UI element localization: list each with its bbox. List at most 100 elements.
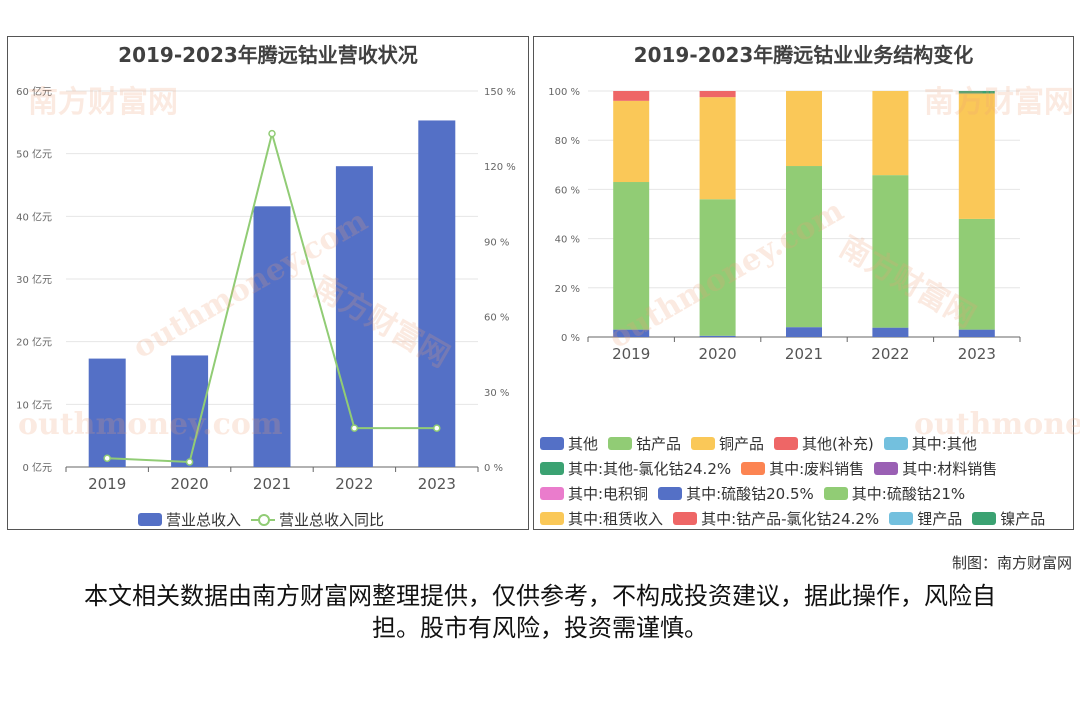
legend-label: 其中:废料销售 xyxy=(769,460,865,478)
structure-chart-panel: 南方财富网 outhmoney.com 南方财富网 outhmoney.com … xyxy=(533,36,1080,530)
stacked-bar-segment xyxy=(872,175,909,328)
legend-item[interactable]: 钴产品 xyxy=(608,433,681,454)
y-right-tick-label: 30 % xyxy=(484,388,509,399)
legend-item[interactable]: 其中:钴产品-氯化钴24.2% xyxy=(673,508,879,529)
legend-label: 其中:其他-氯化钴24.2% xyxy=(568,460,732,478)
point-revenue-yoy xyxy=(433,424,441,432)
legend-label: 其中:硫酸钴21% xyxy=(851,485,966,503)
chart-credit: 制图：南方财富网 xyxy=(951,554,1072,572)
legend-swatch xyxy=(673,512,698,525)
bar-revenue xyxy=(335,166,373,467)
legend-item[interactable]: 其中:其他 xyxy=(883,433,977,454)
y-left-tick-label: 20 亿元 xyxy=(16,336,52,349)
legend-item-revenue-yoy[interactable]: 营业总收入同比 xyxy=(251,509,384,530)
stacked-bar-segment xyxy=(786,166,822,328)
legend-swatch xyxy=(883,437,908,450)
structure-legend-row-2: 其中:其他-氯化钴24.2% 其中:废料销售 其中:材料销售 xyxy=(540,458,1007,479)
y-tick-label: 0 % xyxy=(561,333,580,344)
y-tick-label: 20 % xyxy=(555,284,580,295)
legend-item[interactable]: 其中:硫酸钴21% xyxy=(823,483,966,504)
legend-label: 其中:硫酸钴20.5% xyxy=(686,485,814,503)
legend-swatch xyxy=(540,487,564,500)
legend-line-swatch xyxy=(251,513,276,526)
chart-title: 2019-2023年腾远钴业业务结构变化 xyxy=(633,43,974,67)
structure-legend-row-1: 其他 钴产品 铜产品 其他(补充) 其中:其他 xyxy=(540,433,987,454)
chart-title: 2019-2023年腾远钴业营收状况 xyxy=(118,43,418,67)
bar-revenue xyxy=(418,120,456,467)
legend-label: 其他 xyxy=(568,435,599,453)
x-tick-label: 2019 xyxy=(612,345,650,363)
legend-item[interactable]: 铜产品 xyxy=(691,433,764,454)
legend-item[interactable]: 其他(补充) xyxy=(774,433,874,454)
legend-swatch xyxy=(889,512,914,525)
legend-label: 铜产品 xyxy=(719,435,765,453)
stacked-bar-segment xyxy=(872,91,909,176)
x-tick-label: 2021 xyxy=(785,345,823,363)
legend-label: 锂产品 xyxy=(917,510,963,528)
legend-item[interactable]: 其中:电积铜 xyxy=(540,483,648,504)
stacked-bar-segment xyxy=(699,335,736,337)
legend-label: 其他(补充) xyxy=(802,435,874,453)
legend-item[interactable]: 其中:废料销售 xyxy=(741,458,864,479)
legend-swatch xyxy=(741,462,766,475)
legend-item[interactable]: 镍产品 xyxy=(972,508,1045,529)
legend-label: 其中:其他 xyxy=(911,435,977,453)
legend-item[interactable]: 其他 xyxy=(540,433,598,454)
legend-item-revenue[interactable]: 营业总收入 xyxy=(138,509,241,530)
point-revenue-yoy xyxy=(268,129,276,138)
legend-label: 镍产品 xyxy=(1000,510,1046,528)
y-left-tick-label: 60 亿元 xyxy=(16,85,52,98)
stacked-bar-segment xyxy=(699,199,736,336)
legend-swatch xyxy=(823,487,848,500)
legend-item[interactable]: 锂产品 xyxy=(889,508,962,529)
structure-chart-svg: 0 % 20 % 40 % 60 % 80 % 100 % 2019 2020 2021 2022… xyxy=(548,87,1021,363)
revenue-chart-panel: 南方财富网 outhmoney.com 南方财富网 outhmoney.com … xyxy=(7,36,529,530)
revenue-chart-svg: 0 亿元 10 亿元 20 亿元 30 亿元 40 亿元 50 亿元 60 亿元 0 % 30 … xyxy=(16,85,516,493)
legend-item[interactable]: 其中:其他-氯化钴24.2% xyxy=(540,458,731,479)
legend-item[interactable]: 其中:租赁收入 xyxy=(540,508,663,529)
legend-swatch xyxy=(540,512,564,525)
legend-label: 其中:钴产品-氯化钴24.2% xyxy=(701,510,880,528)
x-tick-label: 2020 xyxy=(171,475,209,493)
stacked-bar-segment xyxy=(786,91,822,167)
y-right-tick-label: 120 % xyxy=(484,162,516,173)
legend-swatch xyxy=(874,462,899,475)
x-tick-label: 2019 xyxy=(88,475,126,493)
y-right-tick-label: 150 % xyxy=(484,87,516,98)
y-tick-label: 60 % xyxy=(555,185,580,196)
legend-swatch xyxy=(691,437,716,450)
bar-revenue xyxy=(88,358,126,467)
y-left-tick-label: 10 亿元 xyxy=(16,398,52,411)
stacked-bar-segment xyxy=(613,100,650,183)
y-tick-label: 100 % xyxy=(548,87,580,98)
bar-revenue xyxy=(253,206,291,467)
x-tick-label: 2023 xyxy=(958,345,996,363)
legend-bar-swatch xyxy=(138,513,162,526)
stacked-bar-segment xyxy=(958,93,995,219)
structure-legend-row-3: 其中:电积铜 其中:硫酸钴20.5% 其中:硫酸钴21% xyxy=(540,483,975,504)
stacked-bar-segment xyxy=(958,329,995,337)
stacked-bar-segment xyxy=(958,218,995,330)
legend-swatch xyxy=(658,487,683,500)
stacked-bar-segment xyxy=(958,91,995,94)
legend-label: 其中:租赁收入 xyxy=(568,510,664,528)
legend-item[interactable]: 其中:硫酸钴20.5% xyxy=(658,483,814,504)
point-revenue-yoy xyxy=(103,454,111,462)
point-revenue-yoy xyxy=(185,458,194,466)
x-tick-label: 2020 xyxy=(699,345,737,363)
revenue-legend: 营业总收入 营业总收入同比 xyxy=(138,509,394,530)
y-left-tick-label: 50 亿元 xyxy=(16,148,52,161)
legend-swatch xyxy=(774,437,799,450)
stacked-bar-segment xyxy=(699,91,736,98)
x-tick-label: 2022 xyxy=(335,475,373,493)
stacked-bar-segment xyxy=(613,91,650,101)
stacked-bar-segment xyxy=(613,182,650,330)
y-left-tick-label: 0 亿元 xyxy=(22,461,52,474)
stacked-bar-segment xyxy=(699,97,736,200)
x-tick-label: 2021 xyxy=(253,475,291,493)
legend-item[interactable]: 其中:材料销售 xyxy=(874,458,997,479)
legend-label: 营业总收入 xyxy=(166,511,242,529)
y-tick-label: 80 % xyxy=(555,136,580,147)
structure-legend-row-4: 其中:租赁收入 其中:钴产品-氯化钴24.2% 锂产品 镍产品 xyxy=(540,508,1055,529)
x-tick-label: 2023 xyxy=(418,475,456,493)
